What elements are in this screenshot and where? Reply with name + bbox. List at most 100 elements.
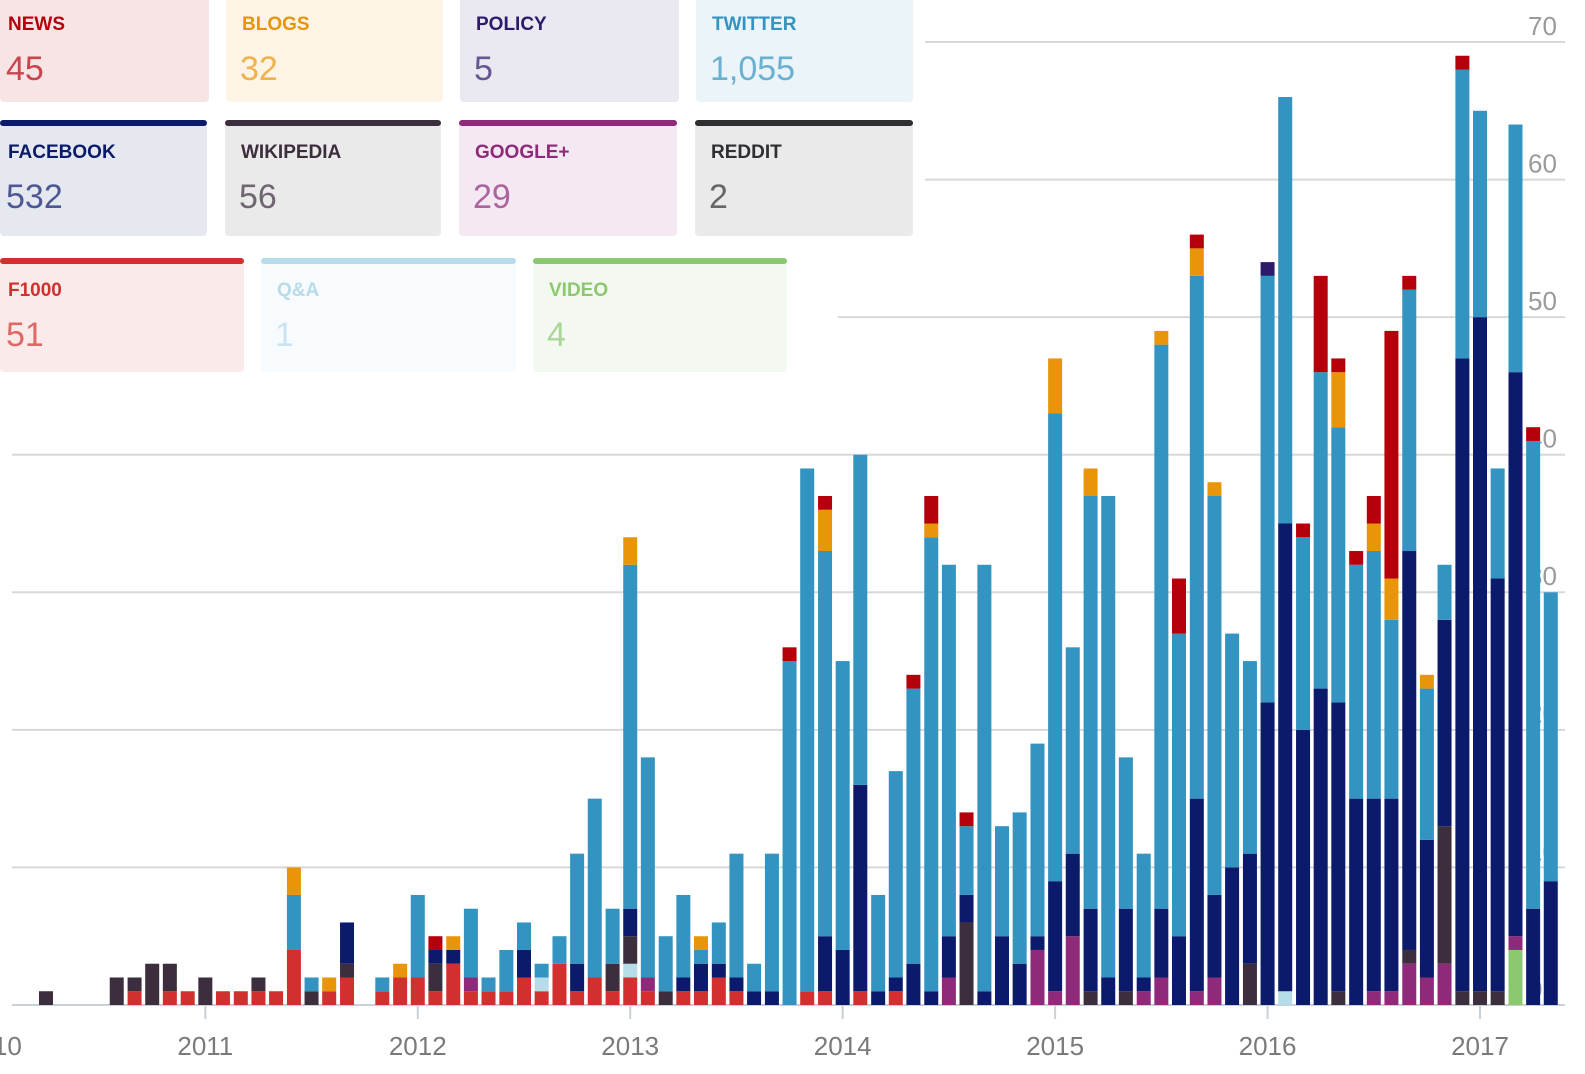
bar-segment	[1296, 537, 1311, 730]
bar-segment	[1313, 275, 1328, 373]
bar-segment	[995, 936, 1010, 1005]
bar-segment	[1331, 358, 1346, 373]
bar-segment	[853, 991, 868, 1005]
bar-segment	[818, 495, 833, 510]
bar-segment	[1083, 468, 1098, 496]
bar-segment	[711, 922, 726, 964]
bar-segment	[1384, 798, 1399, 992]
card-count: 4	[547, 316, 566, 354]
bar-segment	[906, 674, 921, 689]
bar-segment	[1171, 578, 1186, 634]
bar-segment	[764, 853, 779, 992]
bar-segment	[1526, 427, 1541, 441]
bar-segment	[959, 922, 974, 1005]
bar-segment	[1384, 619, 1399, 799]
card-label: WIKIPEDIA	[241, 142, 342, 163]
card-top	[533, 258, 787, 264]
bar-segment	[1012, 963, 1027, 1005]
bar-segment	[552, 936, 567, 964]
bar-segment	[959, 826, 974, 895]
bar-segment	[1490, 991, 1505, 1005]
bar-segment	[1189, 991, 1204, 1005]
bar-segment	[1154, 330, 1169, 345]
bar-segment	[393, 977, 408, 1005]
card-top	[261, 258, 516, 264]
bar-segment	[1118, 908, 1133, 992]
bar-segment	[888, 771, 903, 978]
bar-segment	[1508, 936, 1523, 950]
bar-segment	[605, 963, 620, 992]
bar-segment	[818, 936, 833, 992]
bar-segment	[1207, 482, 1222, 496]
bar-segment	[1242, 963, 1257, 1005]
bar-segment	[587, 798, 602, 978]
card-count: 1	[275, 316, 294, 354]
bar-segment	[570, 963, 585, 992]
bar-segment	[800, 468, 815, 992]
bar-segment	[941, 936, 956, 978]
card-count: 1,055	[710, 50, 795, 88]
bar-segment	[924, 537, 939, 992]
card-top	[0, 258, 244, 264]
bar-segment	[1083, 495, 1098, 909]
card-count: 56	[239, 178, 277, 216]
bar-segment	[906, 963, 921, 1005]
card-label: FACEBOOK	[8, 142, 116, 163]
bar-segment	[941, 564, 956, 937]
bar-segment	[1154, 977, 1169, 1005]
bar-segment	[640, 977, 655, 992]
bar-segment	[871, 991, 886, 1005]
bar-segment	[1455, 991, 1470, 1005]
bar-segment	[446, 963, 461, 1005]
card-label: GOOGLE+	[475, 142, 570, 163]
bar-segment	[375, 977, 390, 992]
x-tick-label: 2016	[1239, 1031, 1297, 1061]
bar-segment	[1136, 977, 1151, 992]
card	[0, 120, 207, 236]
bar-segment	[428, 936, 443, 950]
bar-segment	[1048, 358, 1063, 414]
card-area	[0, 250, 838, 378]
bar-segment	[1207, 977, 1222, 1005]
bar-segment	[1526, 440, 1541, 909]
bar-segment	[534, 991, 549, 1005]
bar-segment	[1225, 867, 1240, 1005]
bar-segment	[995, 826, 1010, 937]
bar-segment	[1473, 110, 1488, 318]
card	[0, 0, 209, 102]
bar-segment	[1349, 798, 1364, 1005]
bar-segment	[1508, 372, 1523, 937]
bar-segment	[1154, 908, 1169, 978]
bar-segment	[145, 963, 160, 1005]
bar-segment	[1437, 619, 1452, 827]
bar-segment	[1101, 495, 1116, 978]
bar-segment	[711, 977, 726, 1005]
bar-segment	[1455, 55, 1470, 70]
card	[261, 258, 516, 372]
bar-segment	[623, 977, 638, 1005]
bar-segment	[251, 991, 266, 1005]
bar-segment	[747, 991, 762, 1005]
bar-segment	[1490, 578, 1505, 992]
bar-segment	[1366, 551, 1381, 799]
bar-segment	[1171, 633, 1186, 937]
bar-segment	[198, 977, 213, 1005]
card	[460, 0, 679, 102]
bar-segment	[1118, 991, 1133, 1005]
bar-segment	[1207, 894, 1222, 978]
bar-segment	[1402, 289, 1417, 552]
bar-segment	[162, 963, 177, 992]
bar-segment	[782, 661, 797, 1005]
bar-segment	[446, 936, 461, 950]
bar-segment	[251, 977, 266, 992]
bar-segment	[977, 991, 992, 1005]
bar-segment	[1225, 633, 1240, 868]
bar-segment	[1508, 949, 1523, 1005]
bar-segment	[1083, 991, 1098, 1005]
card-top	[459, 120, 677, 126]
bar-segment	[747, 963, 762, 992]
bar-segment	[517, 949, 532, 978]
bar-segment	[1366, 523, 1381, 552]
bar-segment	[729, 991, 744, 1005]
bar-segment	[463, 908, 478, 978]
